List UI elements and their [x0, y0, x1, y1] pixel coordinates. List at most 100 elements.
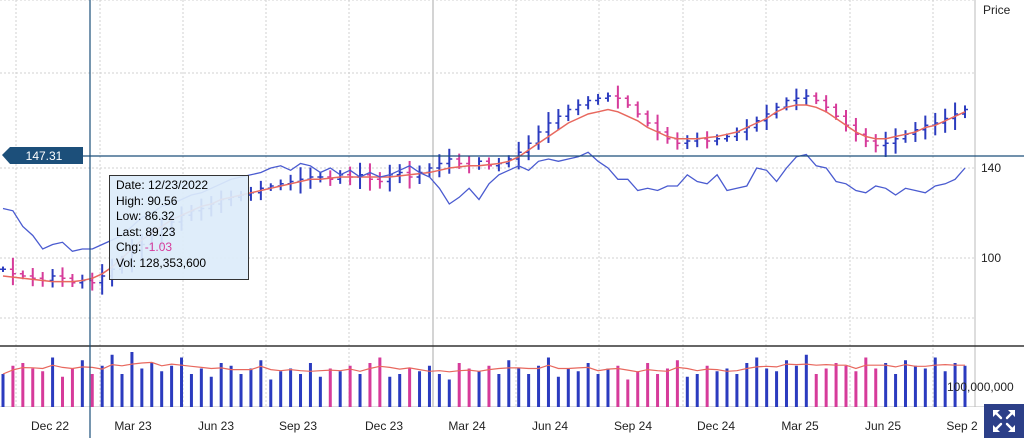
volume-bar — [130, 352, 134, 407]
volume-bar — [546, 357, 550, 407]
volume-bar — [239, 374, 243, 407]
volume-bar — [765, 368, 769, 407]
fullscreen-button[interactable] — [984, 404, 1024, 438]
volume-bar — [219, 363, 223, 407]
volume-bar — [616, 365, 620, 407]
tooltip-chg-row: Chg: -1.03 — [116, 240, 242, 256]
volume-bar — [467, 368, 471, 407]
volume-bar — [755, 357, 759, 407]
volume-bar — [61, 376, 65, 407]
volume-bar — [180, 357, 184, 407]
volume-bar — [626, 379, 630, 407]
volume-bar — [497, 374, 501, 407]
volume-bar — [31, 368, 35, 407]
volume-bar — [646, 363, 650, 407]
tooltip-low-row: Low: 86.32 — [116, 209, 242, 225]
volume-bar — [705, 365, 709, 407]
volume-bar — [199, 368, 203, 407]
volume-bar — [229, 365, 233, 407]
volume-bar — [923, 368, 927, 407]
tooltip-chg-label: Chg: — [116, 240, 142, 254]
tooltip-low: 86.32 — [144, 209, 175, 223]
volume-bar — [437, 374, 441, 407]
volume-bar — [824, 368, 828, 407]
volume-bar — [735, 374, 739, 407]
volume-bar — [259, 360, 263, 407]
price-bars — [0, 85, 968, 295]
volume-bar — [299, 374, 303, 407]
volume-bar — [943, 371, 947, 407]
volume-bar — [308, 363, 312, 407]
volume-bar — [537, 365, 541, 407]
volume-bar — [318, 376, 322, 407]
volume-bar — [100, 365, 104, 407]
volume-bar — [170, 365, 174, 407]
volume-bar — [894, 374, 898, 407]
tooltip-low-label: Low: — [116, 209, 142, 223]
volume-bar — [487, 365, 491, 407]
volume-bar — [150, 363, 154, 407]
tooltip-vol-label: Vol: — [116, 255, 137, 270]
volume-bar — [120, 374, 124, 407]
volume-bar — [517, 368, 521, 407]
volume-bar — [527, 374, 531, 407]
volume-bar — [636, 371, 640, 407]
volume-bar — [70, 368, 74, 407]
tooltip-vol: 128,353,600 — [139, 255, 207, 270]
x-tick-label: Sep 23 — [279, 419, 317, 433]
volume-bar — [556, 376, 560, 407]
volume-bar — [725, 368, 729, 407]
tooltip-last-label: Last: — [116, 224, 143, 239]
crosshair-price-label: 147.31 — [26, 149, 63, 163]
expand-arrows-icon — [993, 410, 1015, 432]
crosshair-price-tag: 147.31 — [2, 147, 83, 164]
volume-average-line — [2, 361, 965, 375]
volume-bar — [398, 374, 402, 407]
volume-bar — [160, 371, 164, 407]
volume-bar — [814, 374, 818, 407]
volume-bar — [368, 363, 372, 407]
volume-bar — [586, 363, 590, 407]
volume-bar — [80, 360, 84, 407]
x-tick-label: Sep 2 — [946, 419, 978, 433]
volume-bar — [606, 368, 610, 407]
tooltip-last: 89.23 — [145, 224, 176, 239]
volume-bars — [1, 352, 967, 407]
x-tick-label: Jun 25 — [865, 419, 901, 433]
x-tick-label: Jun 23 — [198, 419, 234, 433]
data-tooltip: Date: 12/23/2022 High: 90.56 Low: 86.32 … — [109, 175, 249, 280]
tooltip-date-label: Date: — [116, 178, 145, 192]
volume-axis-label: 100,000,000 — [947, 380, 1014, 394]
volume-bar — [51, 357, 55, 407]
x-tick-label: Sep 24 — [614, 419, 652, 433]
volume-bar — [11, 365, 15, 407]
x-axis: Dec 22 Mar 23 Jun 23 Sep 23 Dec 23 Mar 24 Jun … — [31, 419, 978, 433]
volume-bar — [358, 374, 362, 407]
volume-bar — [110, 354, 114, 407]
tooltip-high: 90.56 — [147, 193, 178, 208]
x-axis-band — [0, 407, 984, 438]
x-tick-label: Mar 25 — [781, 419, 819, 433]
volume-bar — [834, 363, 838, 407]
volume-bar — [209, 376, 213, 407]
volume-bar — [328, 368, 332, 407]
volume-bar — [457, 363, 461, 407]
x-tick-label: Mar 23 — [114, 419, 152, 433]
volume-bar — [279, 371, 283, 407]
volume-bar — [477, 371, 481, 407]
volume-bar — [963, 365, 967, 407]
x-tick-label: Dec 24 — [697, 419, 735, 433]
tooltip-date: 12/23/2022 — [148, 178, 209, 192]
tooltip-high-row: High: 90.56 — [116, 194, 242, 210]
volume-bar — [418, 371, 422, 407]
y-axis-title: Price — [983, 3, 1011, 17]
volume-bar — [884, 363, 888, 407]
volume-bar — [447, 379, 451, 407]
volume-bar — [804, 354, 808, 407]
volume-bar — [140, 368, 144, 407]
tooltip-high-label: High: — [116, 193, 145, 208]
y-tick-140: 140 — [981, 161, 1001, 175]
tooltip-vol-row: Vol: 128,353,600 — [116, 256, 242, 272]
